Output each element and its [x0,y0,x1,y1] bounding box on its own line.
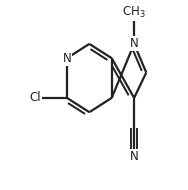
Text: N: N [130,150,139,163]
Text: CH$_3$: CH$_3$ [122,5,146,20]
Text: N: N [63,52,71,65]
Text: Cl: Cl [29,91,41,104]
Text: N: N [130,37,139,50]
